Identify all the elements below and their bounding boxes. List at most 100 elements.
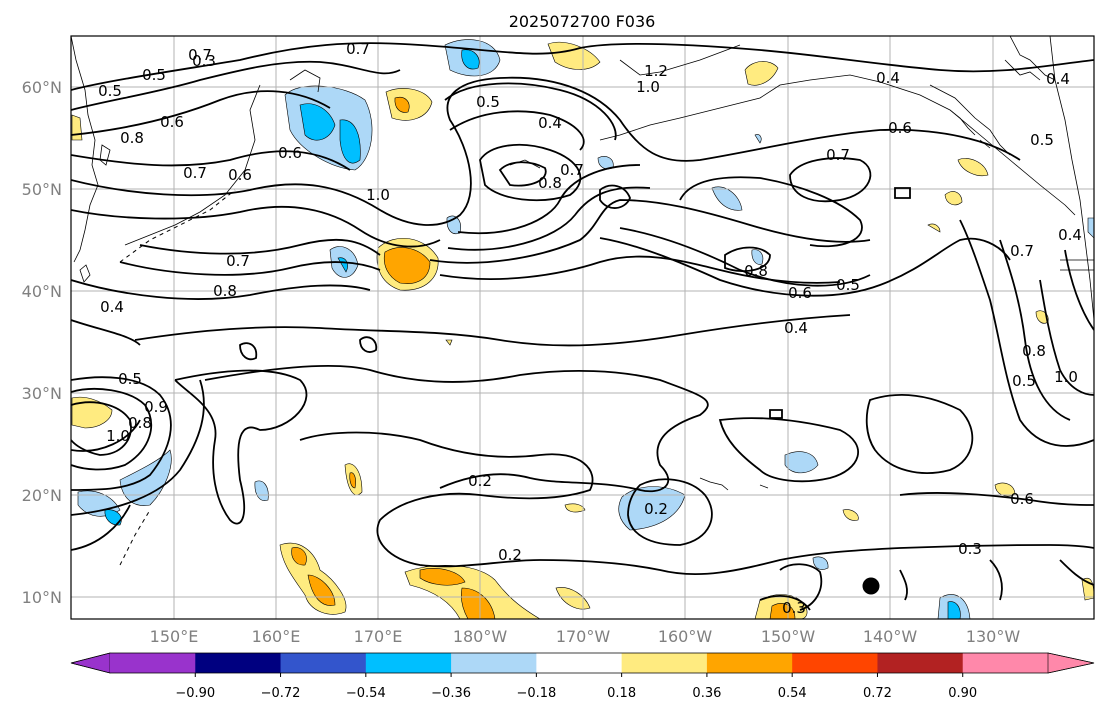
svg-text:20°N: 20°N: [22, 486, 62, 505]
svg-text:0.3: 0.3: [782, 599, 806, 617]
colorbar-ticks: −0.90 −0.72 −0.54 −0.36 −0.18 0.18 0.36 0.54 0.7…: [175, 673, 977, 701]
svg-text:30°N: 30°N: [22, 384, 62, 403]
svg-text:0.8: 0.8: [213, 282, 237, 300]
svg-text:0.2: 0.2: [498, 546, 522, 564]
svg-text:0.8: 0.8: [120, 129, 144, 147]
colorbar-tick-label: 0.18: [607, 686, 636, 701]
graticule: [71, 36, 1094, 619]
location-marker: [862, 577, 880, 595]
colorbar: [70, 652, 1095, 674]
svg-text:0.4: 0.4: [876, 69, 900, 87]
svg-text:1.0: 1.0: [636, 78, 660, 96]
svg-text:160°E: 160°E: [252, 627, 301, 646]
colorbar-segment: [280, 653, 367, 673]
svg-text:130°W: 130°W: [966, 627, 1021, 646]
longitude-labels: 150°E 160°E 170°E 180°W 170°W 160°W 150°…: [150, 627, 1021, 646]
svg-text:0.8: 0.8: [1022, 342, 1046, 360]
svg-text:170°W: 170°W: [556, 627, 611, 646]
colorbar-tick-label: 0.54: [778, 686, 807, 701]
colorbar-tick-label: 0.90: [948, 686, 977, 701]
svg-text:0.9: 0.9: [144, 398, 168, 416]
map-area: 0.3 0.7 0.5 0.6 0.8 0.7 0.6 1.0 0.7 0.8 …: [71, 36, 1094, 619]
map-title: 2025072700 F036: [509, 12, 656, 31]
svg-text:0.7: 0.7: [226, 252, 250, 270]
negative-shading: [77, 39, 1094, 619]
colorbar-tick-label: −0.18: [516, 686, 556, 701]
svg-text:1.0: 1.0: [106, 427, 130, 445]
svg-text:0.3: 0.3: [958, 540, 982, 558]
svg-text:40°N: 40°N: [22, 282, 62, 301]
svg-text:0.4: 0.4: [538, 114, 562, 132]
svg-text:0.7: 0.7: [183, 164, 207, 182]
svg-text:0.8: 0.8: [538, 174, 562, 192]
svg-text:10°N: 10°N: [22, 588, 62, 607]
svg-text:0.2: 0.2: [468, 472, 492, 490]
svg-text:0.5: 0.5: [476, 93, 500, 111]
svg-text:0.6: 0.6: [278, 144, 302, 162]
contour-labels: 0.3 0.7 0.5 0.6 0.8 0.7 0.6 1.0 0.7 0.8 …: [98, 40, 1082, 617]
svg-text:0.6: 0.6: [1010, 490, 1034, 508]
colorbar-frame: [70, 652, 1095, 674]
svg-text:0.4: 0.4: [100, 298, 124, 316]
svg-text:0.2: 0.2: [644, 500, 668, 518]
svg-text:0.7: 0.7: [560, 161, 584, 179]
colorbar-segment: [536, 653, 623, 673]
colorbar-segment: [621, 653, 708, 673]
map-frame: [70, 35, 1095, 620]
svg-text:0.5: 0.5: [1030, 131, 1054, 149]
svg-text:150°E: 150°E: [150, 627, 199, 646]
coastlines: [71, 36, 1094, 491]
svg-text:1.0: 1.0: [366, 186, 390, 204]
svg-text:160°W: 160°W: [658, 627, 713, 646]
colorbar-tick-label: 0.72: [863, 686, 892, 701]
colorbar-segment: [451, 653, 537, 673]
colorbar-tick-label: −0.90: [175, 686, 215, 701]
svg-text:0.5: 0.5: [836, 276, 860, 294]
positive-shading: [71, 42, 1094, 619]
svg-text:150°W: 150°W: [761, 627, 816, 646]
svg-text:0.3: 0.3: [192, 52, 216, 70]
svg-text:60°N: 60°N: [22, 78, 62, 97]
svg-text:1.0: 1.0: [1054, 368, 1078, 386]
dashed-line: [119, 189, 236, 263]
svg-text:0.5: 0.5: [118, 370, 142, 388]
svg-text:0.6: 0.6: [228, 166, 252, 184]
svg-text:50°N: 50°N: [22, 180, 62, 199]
colorbar-segment: [706, 653, 793, 673]
contours: [71, 42, 1094, 611]
colorbar-tick-label: −0.36: [431, 686, 471, 701]
colorbar-tick-label: −0.72: [261, 686, 301, 701]
colorbar-tick-label: 0.36: [692, 686, 721, 701]
latitude-labels: 60°N 50°N 40°N 30°N 20°N 10°N: [22, 78, 62, 607]
svg-text:1.2: 1.2: [644, 62, 668, 80]
colorbar-segment: [110, 653, 196, 673]
colorbar-under-extension: [70, 652, 111, 674]
svg-text:0.5: 0.5: [1012, 372, 1036, 390]
svg-text:0.6: 0.6: [788, 284, 812, 302]
svg-text:0.7: 0.7: [188, 46, 212, 64]
svg-text:0.4: 0.4: [1058, 226, 1082, 244]
svg-text:0.8: 0.8: [744, 262, 768, 280]
svg-text:0.4: 0.4: [1046, 70, 1070, 88]
colorbar-segment: [792, 653, 878, 673]
svg-text:0.5: 0.5: [98, 82, 122, 100]
colorbar-over-extension: [1047, 652, 1095, 674]
svg-text:170°E: 170°E: [354, 627, 403, 646]
svg-text:0.7: 0.7: [346, 40, 370, 58]
colorbar-segment: [195, 653, 282, 673]
svg-text:0.7: 0.7: [826, 146, 850, 164]
colorbar-segment: [877, 653, 964, 673]
svg-text:0.6: 0.6: [160, 113, 184, 131]
colorbar-tick-label: −0.54: [346, 686, 386, 701]
svg-text:0.4: 0.4: [784, 319, 808, 337]
thin-features: [949, 36, 1056, 149]
svg-text:0.7: 0.7: [1010, 242, 1034, 260]
svg-text:0.8: 0.8: [128, 414, 152, 432]
svg-text:140°W: 140°W: [863, 627, 918, 646]
colorbar-segment: [962, 653, 1049, 673]
svg-text:0.5: 0.5: [142, 66, 166, 84]
dashed-line-south: [119, 509, 151, 566]
svg-text:180°W: 180°W: [453, 627, 508, 646]
colorbar-segment: [365, 653, 452, 673]
